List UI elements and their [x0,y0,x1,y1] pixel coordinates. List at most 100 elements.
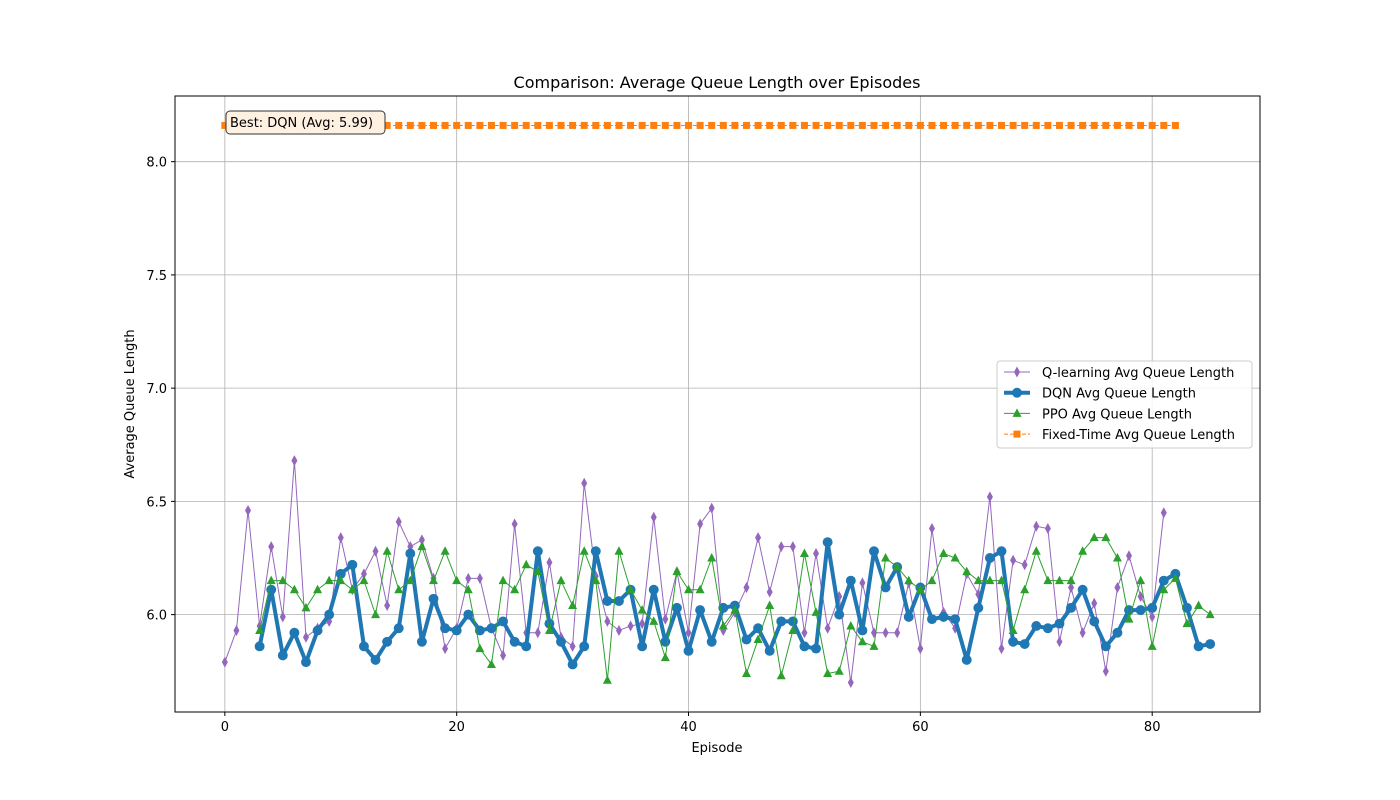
data-point [268,541,275,553]
data-point [753,634,763,644]
data-point [324,609,335,620]
data-point [486,623,497,634]
data-point [730,605,740,614]
data-point [534,121,542,129]
data-point [961,654,972,665]
data-point [1019,639,1030,650]
data-point [627,620,634,632]
data-point [1066,575,1076,585]
data-point [509,636,520,647]
data-point [741,634,752,645]
data-point [695,584,705,594]
data-point [532,546,543,557]
data-point [359,575,369,585]
data-point [719,121,727,129]
legend-label: DQN Avg Queue Length [1042,387,1196,402]
data-point [938,611,949,622]
data-point [522,121,530,129]
data-point [1160,121,1168,129]
data-point [799,641,810,652]
data-point [429,121,437,129]
data-point [521,641,532,652]
data-point [602,596,613,606]
data-point [579,546,589,555]
data-point [915,584,925,594]
data-point [650,121,658,129]
data-point [372,545,379,557]
x-tick-label: 40 [680,720,697,735]
data-point [452,575,462,585]
data-point [963,121,971,129]
data-point [1021,121,1029,129]
data-point [695,605,706,616]
legend-label: Q-learning Avg Queue Length [1042,366,1234,381]
data-point [626,584,636,594]
data-point [985,575,995,585]
data-point [708,121,716,129]
data-point [638,121,646,129]
data-point [1126,550,1133,562]
data-point [546,557,553,569]
data-point [442,643,449,655]
data-point [1020,584,1030,594]
data-point [1089,532,1099,542]
data-point [1112,553,1122,562]
data-point [834,666,844,675]
y-tick-label: 7.5 [146,269,167,284]
data-point [857,636,867,646]
data-point [1125,121,1133,129]
data-point [685,627,692,639]
data-point [1067,121,1075,129]
data-point [1042,623,1053,634]
data-point [811,643,821,654]
data-point [395,121,403,129]
data-point [590,546,601,557]
y-tick-label: 6.5 [146,495,167,510]
data-point [1031,620,1042,631]
legend-entry: DQN Avg Queue Length [1004,387,1196,402]
data-point [1044,523,1051,535]
data-point [1149,611,1156,623]
data-point [289,584,299,594]
data-point [1205,609,1215,619]
ticks: 0 20 40 60 80 6.0 6.5 7.0 7.5 8.0 [146,156,1160,735]
data-point [312,625,323,636]
data-point [672,566,682,576]
data-point [685,121,693,129]
data-point [801,627,808,639]
data-point [637,641,648,652]
data-point [951,121,959,129]
plot-frame [174,95,1261,713]
data-point [926,614,937,625]
x-tick-label: 0 [221,720,229,735]
data-point [1066,602,1077,613]
y-tick-label: 7.0 [146,382,167,397]
data-point [1101,532,1111,542]
legend-box [996,360,1253,449]
data-point [973,575,983,585]
data-point [974,121,982,129]
data-point [1160,507,1167,519]
data-point [984,553,995,563]
data-point [1021,559,1028,571]
x-axis-label: Episode [691,741,742,756]
data-point [905,121,913,129]
data-point [511,518,518,530]
data-point [358,641,369,652]
data-point [336,575,346,585]
data-point [812,121,820,129]
data-point [650,511,657,523]
data-point [1008,636,1019,647]
data-point [569,121,577,129]
data-point [511,121,519,129]
data-point [486,659,496,668]
data-point [1147,602,1158,613]
data-point [394,584,404,594]
data-point [347,559,358,570]
data-point [1091,597,1098,609]
data-point [662,613,669,625]
data-point [1170,573,1180,582]
data-point [1008,625,1018,634]
data-point [1078,546,1088,555]
data-point [1137,591,1144,602]
